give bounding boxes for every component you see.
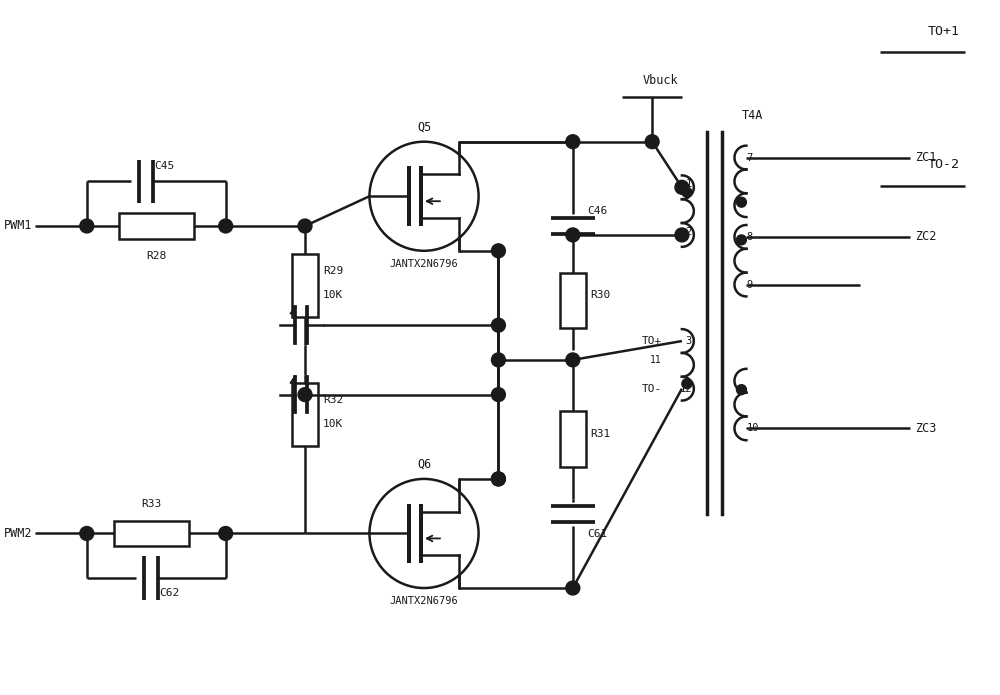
Circle shape: [736, 385, 746, 395]
Text: Q6: Q6: [417, 458, 431, 471]
Circle shape: [566, 135, 580, 149]
Text: 2: 2: [686, 227, 692, 237]
Text: TO+1: TO+1: [928, 24, 960, 38]
Bar: [560, 272, 586, 328]
Text: TO-2: TO-2: [928, 158, 960, 172]
Circle shape: [80, 219, 94, 233]
Circle shape: [675, 228, 689, 242]
Text: ZC3: ZC3: [915, 422, 936, 435]
Bar: [119, 213, 194, 239]
Circle shape: [298, 219, 312, 233]
Text: TO-: TO-: [642, 384, 662, 393]
Circle shape: [491, 388, 505, 402]
Bar: [114, 521, 189, 546]
Text: ZC2: ZC2: [915, 231, 936, 243]
Text: 1: 1: [686, 179, 692, 189]
Circle shape: [491, 472, 505, 486]
Text: 10: 10: [746, 423, 759, 434]
Text: R31: R31: [591, 430, 611, 439]
Text: TO+: TO+: [642, 336, 662, 346]
Circle shape: [675, 181, 689, 195]
Circle shape: [682, 188, 692, 197]
Text: C46: C46: [588, 206, 608, 216]
Circle shape: [566, 228, 580, 242]
Circle shape: [645, 135, 659, 149]
Bar: [292, 383, 318, 446]
Text: R28: R28: [146, 251, 166, 261]
Text: 10K: 10K: [323, 419, 343, 430]
Text: 9: 9: [746, 279, 753, 290]
Bar: [560, 411, 586, 467]
Text: PWM2: PWM2: [4, 527, 32, 540]
Circle shape: [298, 388, 312, 402]
Text: C62: C62: [159, 588, 179, 598]
Circle shape: [682, 379, 692, 389]
Text: R30: R30: [591, 291, 611, 300]
Circle shape: [736, 235, 746, 245]
Circle shape: [566, 581, 580, 595]
Text: 10K: 10K: [323, 291, 343, 300]
Circle shape: [219, 219, 233, 233]
Circle shape: [80, 527, 94, 541]
Circle shape: [491, 472, 505, 486]
Text: JANTX2N6796: JANTX2N6796: [390, 259, 458, 269]
Circle shape: [491, 353, 505, 367]
Text: 11: 11: [650, 355, 662, 365]
Text: ZC1: ZC1: [915, 151, 936, 164]
Text: 8: 8: [746, 232, 753, 242]
Text: 3: 3: [686, 336, 692, 346]
Text: R33: R33: [141, 499, 161, 509]
Text: R29: R29: [323, 265, 343, 276]
Circle shape: [736, 197, 746, 207]
Text: C61: C61: [588, 528, 608, 539]
Text: Vbuck: Vbuck: [642, 74, 678, 87]
Circle shape: [369, 479, 479, 588]
Circle shape: [369, 142, 479, 251]
Text: JANTX2N6796: JANTX2N6796: [390, 596, 458, 606]
Circle shape: [219, 527, 233, 541]
Text: 7: 7: [746, 153, 753, 163]
Text: PWM1: PWM1: [4, 220, 32, 233]
Text: R32: R32: [323, 395, 343, 404]
Text: 12: 12: [679, 384, 692, 393]
Text: Q5: Q5: [417, 121, 431, 133]
Text: C45: C45: [154, 161, 174, 172]
Text: T4A: T4A: [741, 109, 763, 122]
Circle shape: [491, 318, 505, 332]
Bar: [292, 254, 318, 317]
Circle shape: [566, 353, 580, 367]
Circle shape: [491, 244, 505, 258]
